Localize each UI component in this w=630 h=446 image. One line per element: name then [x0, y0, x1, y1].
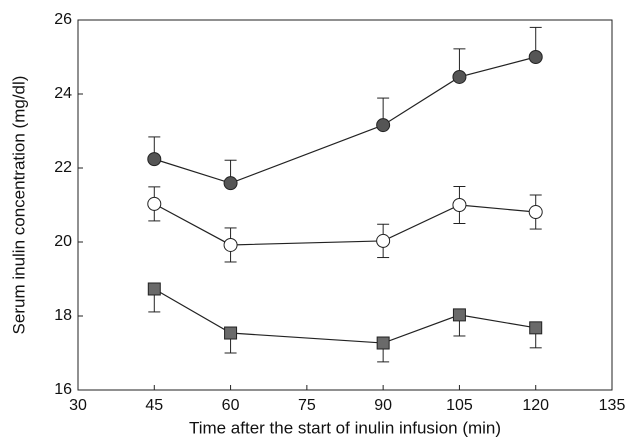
marker [223, 237, 238, 252]
marker [376, 233, 391, 248]
y-tick-label: 20 [54, 233, 72, 250]
x-tick-label: 120 [522, 397, 549, 414]
marker [147, 152, 162, 167]
series-line [154, 203, 536, 246]
x-tick-label: 60 [222, 397, 240, 414]
marker [452, 198, 467, 212]
marker [528, 50, 543, 64]
marker [529, 321, 543, 335]
y-tick-label: 22 [54, 159, 72, 176]
series-line [153, 288, 536, 344]
x-tick-label: 90 [374, 397, 392, 414]
marker [452, 69, 467, 84]
marker [452, 308, 466, 322]
marker [223, 176, 238, 191]
x-tick-label: 75 [298, 397, 316, 414]
x-tick-label: 135 [599, 397, 626, 414]
x-tick-label: 105 [446, 397, 473, 414]
plot-frame [77, 19, 613, 391]
marker [376, 336, 390, 350]
y-tick-label: 16 [54, 381, 72, 398]
y-tick-label: 18 [54, 307, 72, 324]
marker [376, 118, 391, 133]
y-axis-label: Serum inulin concentration (mg/dl) [9, 76, 28, 335]
marker [528, 205, 543, 220]
x-tick-label: 45 [145, 397, 163, 414]
marker [147, 282, 161, 296]
x-tick-label: 30 [69, 397, 87, 414]
y-tick-label: 24 [54, 85, 72, 102]
marker [147, 196, 162, 211]
y-tick-label: 26 [54, 11, 72, 28]
series-line [154, 56, 536, 184]
marker [224, 326, 238, 340]
x-axis-label: Time after the start of inulin infusion … [189, 418, 501, 437]
